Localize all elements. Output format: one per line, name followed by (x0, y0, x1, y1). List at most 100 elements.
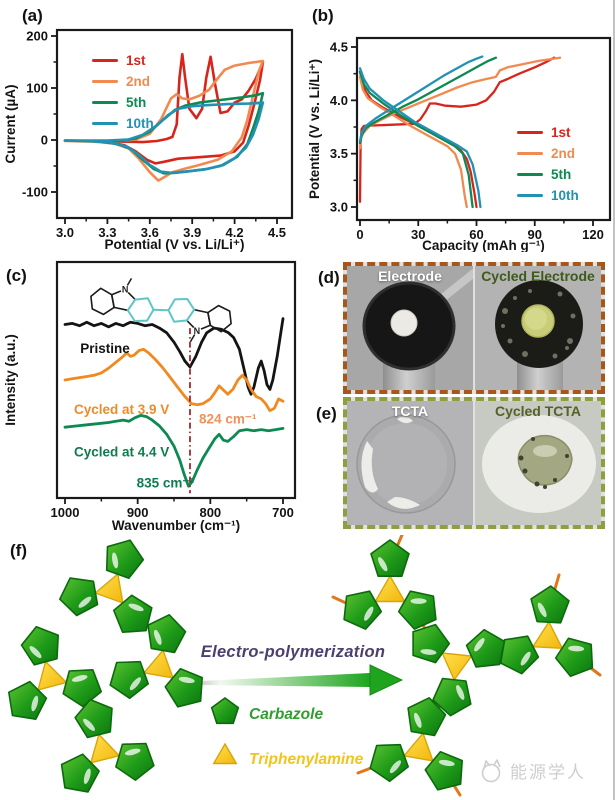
pentagon-gloss (420, 649, 437, 655)
axes-frame (55, 260, 297, 500)
panel-d-label: (d) (318, 268, 340, 287)
carbazole-pentagon (397, 590, 437, 630)
y-tick-label: 4.0 (330, 93, 348, 108)
photo-tcta: TCTA (347, 401, 473, 525)
atom-backing (192, 326, 202, 336)
annotation: 835 cm⁻¹ (137, 475, 195, 490)
x-tick-label: 700 (272, 505, 294, 520)
x-tick-label: 30 (411, 227, 425, 242)
series-2nd discharge (358, 75, 468, 209)
legend-label: 10th (551, 188, 579, 203)
nitrogen-label: N (194, 326, 201, 336)
carbazole-pentagon (554, 637, 594, 678)
y-tick-label: 100 (26, 81, 48, 96)
photo-electrode: Electrode (347, 266, 473, 390)
triphenylamine-triangle (94, 573, 124, 604)
tcta-label: TCTA (391, 403, 429, 419)
x-axis-label: Capacity (mAh g⁻¹) (422, 238, 545, 252)
series-Pristine (63, 317, 285, 396)
carbazole-pentagon (499, 635, 540, 675)
pentagon-gloss (537, 602, 547, 618)
legend-item: 1st (92, 52, 154, 69)
tcta-photo-art (347, 401, 473, 525)
pentagon-gloss (364, 606, 374, 621)
x-axis-label: Wavenumber (cm⁻¹) (112, 518, 240, 533)
x-axis-label: Potential (V vs. Li/Li⁺) (105, 237, 245, 252)
tcta-molecule (109, 614, 203, 708)
legend-swatch (517, 130, 543, 135)
reaction-arrow-shaft (200, 673, 370, 687)
x-tick-label: 800 (199, 505, 221, 520)
cycled-tcta-chunk (517, 434, 573, 486)
legend-label: 10th (126, 116, 154, 131)
legend-swatch (517, 193, 543, 198)
series-5th discharge (358, 70, 474, 209)
carbazole-pentagon (407, 697, 447, 737)
legend-label: 2nd (551, 146, 576, 161)
carbazole-pentagon (20, 626, 60, 666)
legend-item: 2nd (92, 73, 154, 90)
cv-chart-svg: 3.0 3.3 3.6 3.9 4.2 4.5 -100 0 100 200 Potential (… (3, 29, 294, 252)
carbazole-pentagon (432, 677, 472, 717)
carbazole-pentagon (343, 590, 383, 630)
series-10th charge (358, 55, 484, 143)
cycled-material-highlight (525, 308, 547, 330)
tcta-molecule (369, 697, 464, 791)
electrode-rim (362, 281, 456, 371)
x-tick-label: 900 (127, 505, 149, 520)
legend-label: 2nd (126, 74, 151, 89)
photo-cycled-tcta: Cycled TCTA (475, 401, 601, 525)
pentagon-gloss (178, 676, 195, 684)
active-material-dot (390, 309, 418, 337)
pentagon-gloss (414, 712, 422, 728)
triphenylamine-triangle (374, 575, 406, 603)
annotation: 824 cm⁻¹ (199, 412, 257, 427)
x-tick-label: 4.2 (226, 225, 244, 240)
panel-e-photos: TCTA Cycled TCTA (343, 397, 605, 529)
y-tick-label: 0 (41, 133, 48, 148)
pentagon-gloss (83, 768, 91, 784)
carbazole-pentagon (8, 680, 48, 720)
y-axis-label: Current (µA) (3, 84, 18, 163)
triphenylamine-triangle (403, 732, 434, 762)
series-10th discharge (358, 67, 482, 209)
legend-item: 5th (92, 94, 154, 111)
pentagon-gloss (378, 557, 388, 572)
panel-d-photos: Electrode Cycled Electrode (343, 262, 605, 394)
series-1st (63, 52, 265, 165)
carbazole-pentagon (424, 751, 464, 791)
triphenylamine-legend-label: Triphenylamine (249, 751, 364, 768)
annotation: Pristine (80, 341, 130, 356)
tcta-molecule (412, 623, 506, 717)
tcta-molecule (58, 539, 153, 633)
pentagon-gloss (438, 759, 455, 767)
legend-label: 5th (551, 167, 572, 182)
cycled-tcta-photo-art (475, 401, 601, 525)
legend-swatch (92, 100, 118, 105)
panel-a-label: (a) (22, 6, 43, 25)
tcta-molecule (499, 585, 594, 678)
panel-b-gcd-chart: 0 30 60 90 120 3.0 3.5 4.0 4.5 Capacity (mAh g⁻¹)… (305, 0, 613, 253)
gcd-chart-svg: 0 30 60 90 120 3.0 3.5 4.0 4.5 Capacity (mAh g⁻¹)… (307, 36, 612, 253)
watermark-text: 能源学人 (510, 763, 586, 782)
carbazole-pentagon (109, 660, 149, 700)
x-tick-label: 3.3 (98, 225, 116, 240)
pentagon-gloss (410, 598, 427, 604)
series-Cycled at 4.4 V (63, 413, 285, 488)
cycled-electrode-photo-art (475, 266, 601, 390)
pentagon-gloss (474, 638, 485, 652)
gcd-legend: 1st 2nd 5th 10th (517, 124, 579, 204)
panel-e-label: (e) (316, 404, 337, 423)
carbazole-pentagon (113, 594, 153, 633)
photo-cycled-electrode: Cycled Electrode (475, 266, 601, 390)
pentagon-gloss (389, 760, 401, 774)
carbazole-pentagon (60, 753, 100, 793)
carbazole-pentagon (74, 698, 113, 739)
legend-label: 1st (126, 53, 146, 68)
benzene-ring (90, 287, 115, 316)
x-tick-label: 3.9 (183, 225, 201, 240)
carbazole-legend-icon (210, 697, 240, 725)
annotation: Cycled at 4.4 V (74, 445, 169, 460)
legend-label: 1st (551, 125, 571, 140)
